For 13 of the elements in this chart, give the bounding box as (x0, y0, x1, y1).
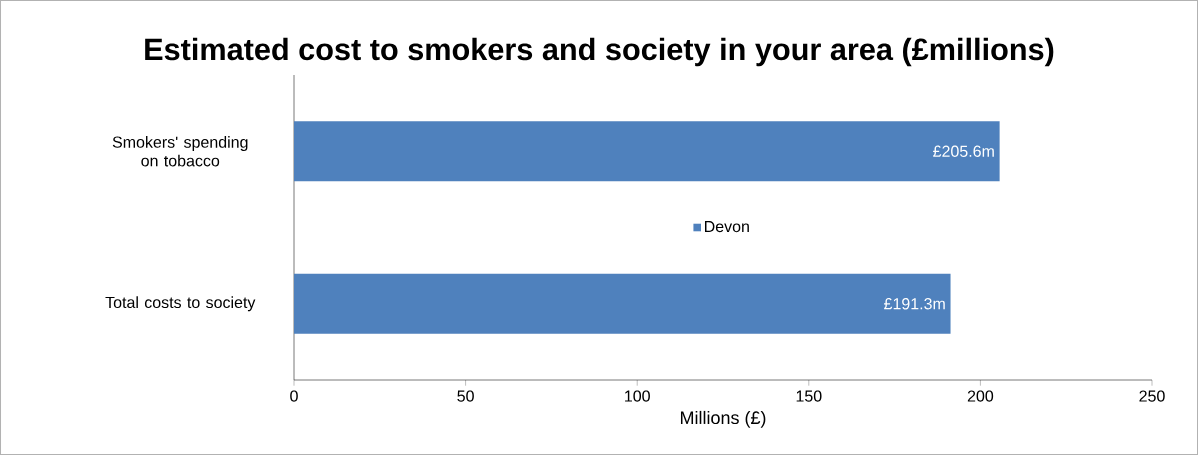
chart-title: Estimated cost to smokers and society in your area (£millions) (145, 37, 1054, 67)
x-axis-title: Millions (£) (680, 410, 766, 428)
x-tick-label: 50 (457, 390, 474, 402)
data-label: £191.3m (884, 298, 945, 310)
x-tick-label: 0 (290, 390, 298, 402)
legend-label: Devon (704, 221, 749, 233)
x-tick-label: 150 (796, 390, 822, 402)
y-tick-label: Smokers' spending on tobacco (112, 136, 248, 167)
data-label: £205.6m (933, 145, 994, 157)
y-tick-label: Total costs to society (105, 296, 256, 312)
x-tick-label: 200 (967, 390, 994, 402)
x-tick-label: 250 (1139, 390, 1165, 402)
x-tick-label: 100 (625, 390, 650, 402)
